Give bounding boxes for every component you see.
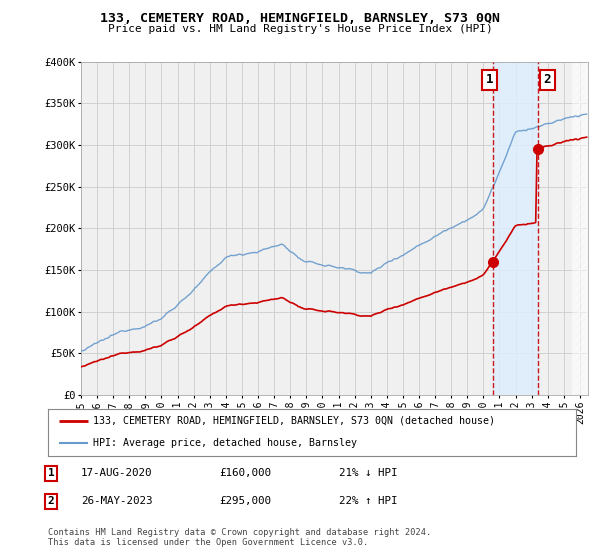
Text: 26-MAY-2023: 26-MAY-2023 bbox=[81, 496, 152, 506]
Bar bbox=[572, 62, 596, 395]
Text: £160,000: £160,000 bbox=[219, 468, 271, 478]
Text: 133, CEMETERY ROAD, HEMINGFIELD, BARNSLEY, S73 0QN: 133, CEMETERY ROAD, HEMINGFIELD, BARNSLE… bbox=[100, 12, 500, 25]
Text: £295,000: £295,000 bbox=[219, 496, 271, 506]
Text: 2: 2 bbox=[544, 73, 551, 86]
Text: 133, CEMETERY ROAD, HEMINGFIELD, BARNSLEY, S73 0QN (detached house): 133, CEMETERY ROAD, HEMINGFIELD, BARNSLE… bbox=[93, 416, 495, 426]
Text: 17-AUG-2020: 17-AUG-2020 bbox=[81, 468, 152, 478]
Text: 21% ↓ HPI: 21% ↓ HPI bbox=[339, 468, 397, 478]
Bar bbox=[493, 62, 538, 395]
Text: Price paid vs. HM Land Registry's House Price Index (HPI): Price paid vs. HM Land Registry's House … bbox=[107, 24, 493, 34]
Text: 1: 1 bbox=[485, 73, 493, 86]
Text: 22% ↑ HPI: 22% ↑ HPI bbox=[339, 496, 397, 506]
Text: Contains HM Land Registry data © Crown copyright and database right 2024.
This d: Contains HM Land Registry data © Crown c… bbox=[48, 528, 431, 547]
Text: 2: 2 bbox=[47, 496, 55, 506]
Text: HPI: Average price, detached house, Barnsley: HPI: Average price, detached house, Barn… bbox=[93, 438, 357, 448]
Text: 1: 1 bbox=[47, 468, 55, 478]
